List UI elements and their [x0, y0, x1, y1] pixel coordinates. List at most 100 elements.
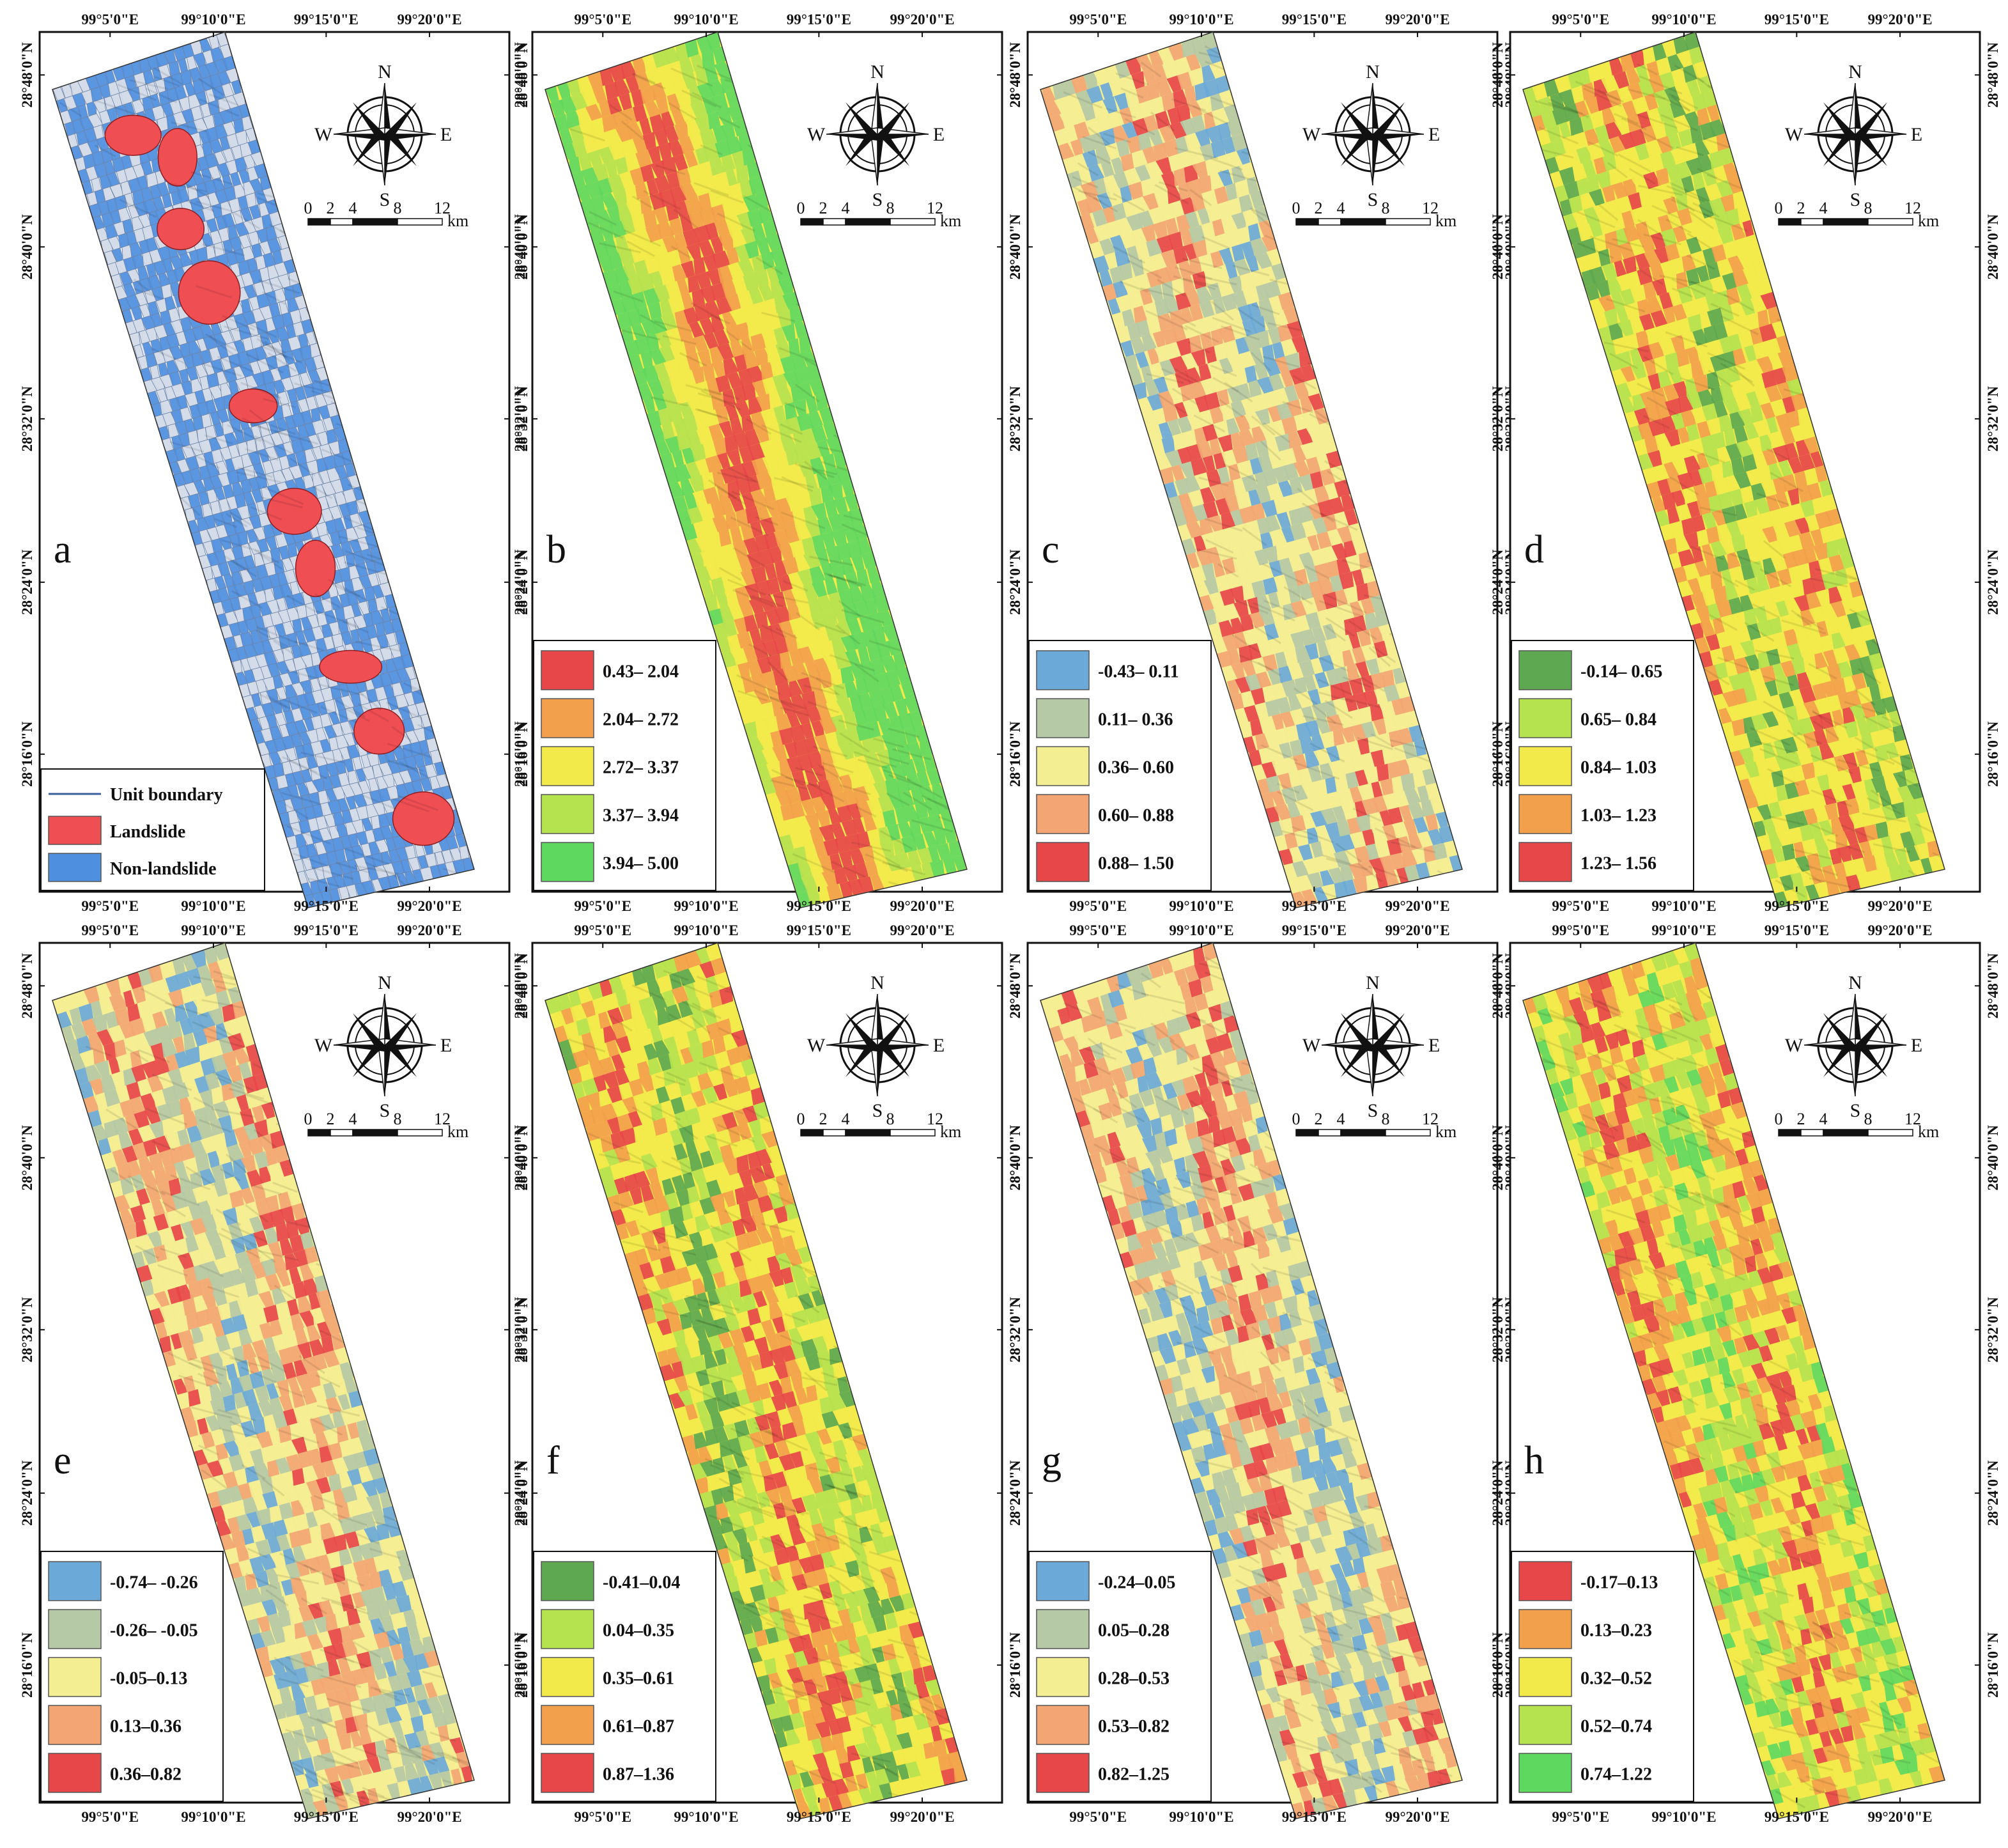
hillshade-stroke: [338, 535, 380, 548]
map-cell: [1345, 740, 1360, 757]
scale-segment: [1295, 218, 1319, 226]
map-cell: [1242, 208, 1258, 227]
map-cell: [751, 489, 768, 506]
map-cell: [1150, 252, 1167, 270]
map-cell: [1242, 691, 1255, 708]
map-cell: [1832, 678, 1846, 695]
map-cell: [1837, 800, 1850, 818]
map-cell: [928, 846, 941, 862]
map-cell: [1702, 664, 1719, 682]
map-cell: [895, 699, 908, 716]
map-cell: [1111, 157, 1126, 175]
map-cell: [787, 603, 801, 621]
map-cell: [1170, 464, 1185, 481]
map-cell: [1165, 341, 1182, 359]
map-cell: [1837, 661, 1854, 678]
map-cell: [580, 199, 597, 217]
map-cell: [1879, 790, 1893, 807]
map-cell: [821, 531, 835, 549]
map-cell: [794, 523, 810, 541]
map-cell: [1113, 125, 1129, 143]
map-cell: [1697, 389, 1715, 407]
hillshade-stroke: [265, 694, 291, 710]
map-cell: [1288, 586, 1301, 603]
map-cell: [759, 703, 776, 720]
map-cell: [1317, 577, 1335, 595]
map-cell: [1559, 198, 1573, 217]
map-cell: [755, 580, 771, 598]
map-cell: [798, 646, 814, 664]
map-cell: [1185, 211, 1200, 229]
map-cell: [1784, 520, 1801, 538]
map-cell: [730, 417, 743, 435]
hillshade-stroke: [755, 516, 778, 526]
map-cell: [1793, 841, 1809, 858]
hillshade-stroke: [261, 496, 303, 509]
map-cell: [1100, 82, 1114, 100]
map-cell: [1744, 423, 1759, 440]
map-cell: [761, 297, 777, 316]
map-cell: [676, 43, 689, 61]
map-cell: [1878, 867, 1891, 885]
map-cell: [1867, 793, 1881, 811]
map-cell: [213, 575, 227, 590]
map-cell: [1106, 188, 1124, 206]
hillshade-stroke: [624, 229, 661, 247]
map-cell: [1772, 663, 1786, 680]
map-cell: [1899, 862, 1915, 880]
hillshade-stroke: [778, 346, 819, 364]
map-cell: [1361, 675, 1375, 692]
map-cell: [1132, 150, 1148, 168]
map-cell: [1706, 371, 1720, 390]
map-cell: [1832, 647, 1850, 664]
map-strip: [1523, 32, 1945, 908]
hillshade-stroke: [784, 401, 806, 412]
map-cell: [1754, 497, 1771, 515]
landslide-patch: [178, 260, 241, 325]
map-cell: [1702, 511, 1717, 529]
map-cell: [819, 640, 836, 657]
map-cell: [720, 75, 735, 94]
hillshade-stroke: [1352, 807, 1382, 822]
map-cell: [823, 422, 838, 439]
map-cell: [1810, 451, 1824, 468]
map-cell: [778, 543, 796, 561]
map-cell: [707, 111, 721, 130]
map-cell: [1284, 385, 1299, 402]
map-cell: [1927, 840, 1940, 858]
map-cell: [1801, 762, 1815, 780]
map-cell: [1694, 561, 1710, 577]
map-cell: [1280, 711, 1295, 728]
map-cell: [755, 719, 770, 736]
map-cell: [1686, 237, 1702, 254]
hillshade-stroke: [886, 792, 910, 807]
map-cell: [774, 605, 792, 623]
hillshade-stroke: [1687, 232, 1711, 249]
map-cell: [698, 192, 712, 211]
map-cell: [1192, 160, 1208, 179]
hillshade-stroke: [1210, 300, 1234, 321]
map-cell: [1859, 764, 1872, 781]
legend-swatch: [1036, 746, 1090, 786]
map-cell: [1687, 346, 1699, 364]
map-cell: [1825, 508, 1841, 526]
map-cell: [1660, 150, 1676, 169]
hillshade-stroke: [1796, 613, 1824, 631]
map-cell: [841, 819, 858, 837]
map-cell: [1361, 860, 1373, 877]
map-cell: [819, 824, 835, 841]
map-cell: [697, 82, 716, 100]
map-cell: [1212, 297, 1226, 314]
landslide-patch: [319, 649, 383, 684]
map-cell: [323, 699, 337, 714]
map-cell: [659, 345, 676, 362]
hillshade-stroke: [716, 212, 755, 232]
hillshade-stroke: [1145, 309, 1188, 330]
map-cell: [1742, 377, 1756, 394]
map-cell: [901, 835, 918, 853]
map-cell: [1384, 684, 1400, 702]
map-cell: [610, 252, 623, 270]
map-cell: [824, 623, 843, 641]
map-cell: [1802, 546, 1817, 564]
map-cell: [1911, 797, 1928, 814]
